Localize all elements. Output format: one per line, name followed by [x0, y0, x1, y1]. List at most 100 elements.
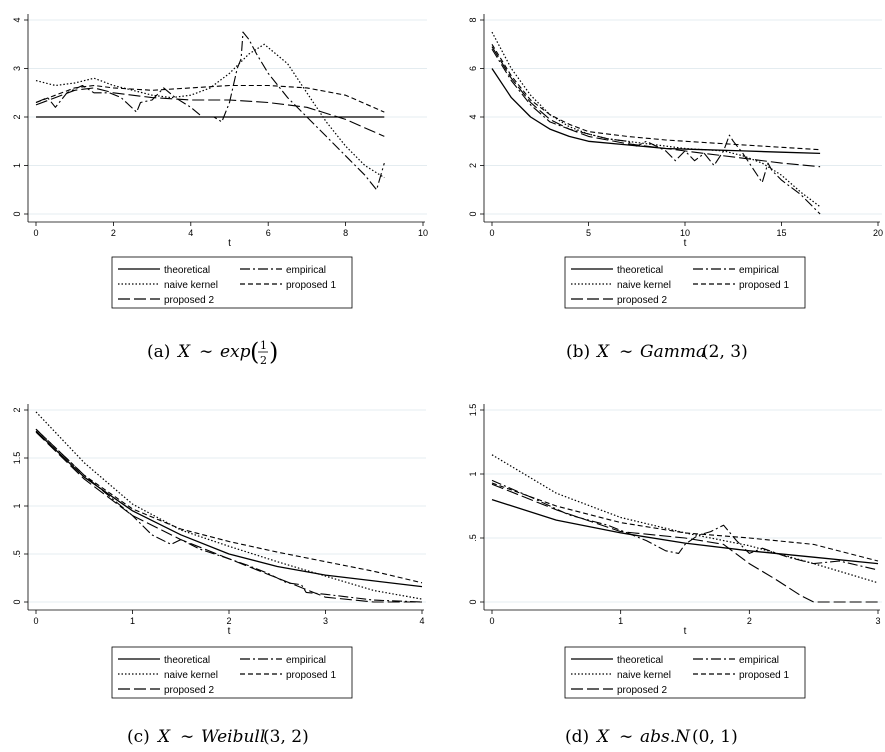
caption-d: (d) X ∼ abs.N (0, 1): [565, 727, 738, 747]
legend-c-naive-label: naive kernel: [164, 670, 218, 681]
legend-a-empirical-label: empirical: [286, 265, 326, 276]
caption-c-sim: ∼: [180, 727, 194, 747]
series-proposed-2: [491, 483, 878, 603]
caption-a-sim: ∼: [199, 342, 213, 362]
series-proposed-1: [491, 44, 821, 151]
x-tick-label: 20: [873, 228, 883, 238]
legend-c-theoretical-label: theoretical: [164, 655, 210, 666]
legend-b-naive-label: naive kernel: [617, 280, 671, 291]
legend-a-proposed1-label: proposed 1: [286, 280, 336, 291]
legend-a-theoretical-label: theoretical: [164, 265, 210, 276]
series-empirical: [35, 31, 385, 191]
x-tick-label: 0: [33, 228, 38, 238]
legend-b: theoretical empirical naive kernel propo…: [564, 256, 806, 309]
legend-b-proposed1-label: proposed 1: [739, 280, 789, 291]
legend-c-proposed1-label: proposed 1: [286, 670, 336, 681]
series-proposed-2: [491, 46, 821, 168]
legend-c-proposed2-label: proposed 2: [164, 685, 214, 696]
caption-c: (c) X ∼ Weibull (3, 2): [127, 727, 309, 747]
y-tick-label: 1: [468, 471, 478, 476]
y-tick-label: 2: [12, 114, 22, 119]
y-tick-label: 2: [12, 407, 22, 412]
plot-c: 0 .5 1 1.5 2 0 1 2 3 4 t: [12, 404, 426, 637]
legend-c-empirical-label: empirical: [286, 655, 326, 666]
y-tick-label: 0: [12, 211, 22, 216]
series-naive-kernel: [491, 454, 879, 584]
y-tick-label: 1.5: [468, 404, 478, 417]
caption-c-label: (c): [127, 727, 150, 747]
y-tick-label: .5: [468, 534, 478, 542]
x-tick-label: 2: [226, 616, 231, 626]
caption-d-label: (d): [565, 727, 589, 747]
x-tick-label: 15: [776, 228, 786, 238]
y-tick-label: 6: [468, 66, 478, 71]
legend-d-theoretical-label: theoretical: [617, 655, 663, 666]
x-axis-label: t: [228, 626, 231, 637]
x-tick-label: 6: [266, 228, 271, 238]
legend-d-proposed1-label: proposed 1: [739, 670, 789, 681]
caption-a-dist: exp: [220, 342, 251, 362]
x-axis-label: t: [684, 238, 687, 249]
caption-d-args: (0, 1): [692, 727, 738, 747]
x-tick-label: 3: [875, 616, 880, 626]
x-tick-label: 10: [418, 228, 428, 238]
x-axis-label: t: [684, 626, 687, 637]
caption-b-args: (2, 3): [702, 342, 748, 362]
legend-c: theoretical empirical naive kernel propo…: [111, 646, 353, 699]
series-proposed-1: [491, 482, 879, 562]
x-axis-label: t: [228, 238, 231, 249]
panel-a: 0 1 2 3 4 0 2 4 6 8 10 t theoretical empirical naiv…: [0, 0, 436, 367]
y-tick-label: 4: [12, 17, 22, 22]
series-proposed-2: [35, 87, 385, 137]
x-tick-label: 0: [489, 616, 494, 626]
plot-a: 0 1 2 3 4 0 2 4 6 8 10 t: [12, 14, 428, 249]
y-tick-label: 2: [468, 163, 478, 168]
y-tick-label: 0: [12, 599, 22, 604]
series-empirical: [491, 48, 821, 215]
caption-a-label: (a): [147, 342, 170, 362]
x-tick-label: 4: [188, 228, 193, 238]
panel-d: 0 .5 1 1.5 0 1 2 3 t theoretical empirical naive…: [468, 404, 882, 747]
series-proposed-2: [35, 431, 422, 603]
series-theoretical: [35, 430, 423, 588]
x-tick-label: 5: [586, 228, 591, 238]
y-tick-label: 1.5: [12, 452, 22, 465]
series-theoretical: [491, 498, 879, 565]
x-tick-label: 1: [130, 616, 135, 626]
y-tick-label: 0: [468, 599, 478, 604]
x-tick-label: 0: [489, 228, 494, 238]
series-empirical: [491, 479, 879, 571]
caption-a: (a) X ∼ exp ( 1 2 ): [147, 338, 278, 367]
caption-d-sim: ∼: [619, 727, 633, 747]
caption-c-dist: Weibull: [201, 727, 265, 747]
caption-b-sim: ∼: [619, 342, 633, 362]
y-tick-label: 0: [468, 211, 478, 216]
plot-b: 0 2 4 6 8 0 5 10 15 20 t: [468, 14, 883, 249]
caption-d-math: X: [595, 727, 610, 747]
panel-b: 0 2 4 6 8 0 5 10 15 20 t theoretical empirical nai…: [468, 14, 883, 362]
x-tick-label: 4: [419, 616, 424, 626]
caption-a-den: 2: [260, 354, 267, 367]
x-tick-label: 8: [343, 228, 348, 238]
caption-a-rparen: ): [269, 338, 278, 366]
series-empirical: [35, 428, 423, 603]
caption-d-dist: abs.N: [640, 727, 691, 747]
caption-b: (b) X ∼ Gamma (2, 3): [566, 342, 748, 362]
y-tick-label: 4: [468, 114, 478, 119]
y-tick-label: 8: [468, 17, 478, 22]
y-tick-label: .5: [12, 550, 22, 558]
series-naive-kernel: [491, 31, 821, 208]
plot-d: 0 .5 1 1.5 0 1 2 3 t: [468, 404, 882, 637]
series-proposed-1: [35, 84, 385, 113]
legend-a: theoretical empirical naive kernel propo…: [111, 256, 353, 309]
legend-a-naive-label: naive kernel: [164, 280, 218, 291]
x-tick-label: 10: [680, 228, 690, 238]
series-naive-kernel: [35, 411, 423, 600]
x-tick-label: 3: [323, 616, 328, 626]
x-tick-label: 1: [618, 616, 623, 626]
legend-d-proposed2-label: proposed 2: [617, 685, 667, 696]
legend-b-empirical-label: empirical: [739, 265, 779, 276]
legend-a-proposed2-label: proposed 2: [164, 295, 214, 306]
legend-b-theoretical-label: theoretical: [617, 265, 663, 276]
